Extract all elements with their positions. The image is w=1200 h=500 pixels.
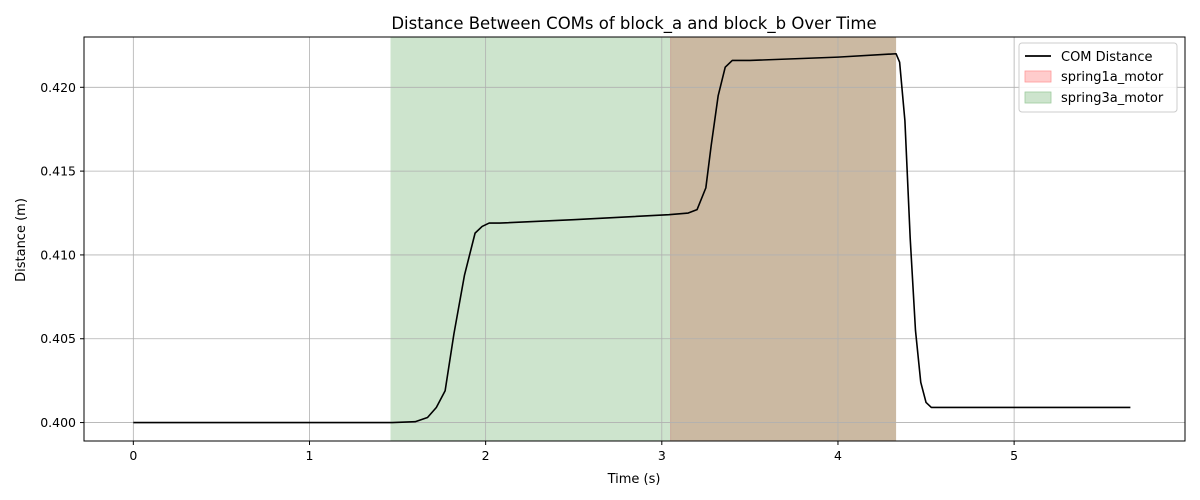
legend-label-com-distance: COM Distance [1061,50,1153,65]
y-tick-label: 0.410 [40,247,76,262]
plot-frame [83,36,1186,442]
x-axis-label: Time (s) [607,472,661,487]
x-tick-label: 5 [1010,448,1018,463]
y-tick-label: 0.420 [40,80,76,95]
legend-swatch-spring3a-motor [1024,91,1052,104]
legend-label-spring1a-motor: spring1a_motor [1061,70,1164,85]
legend-box [1018,42,1178,113]
ticks: 0 1 2 3 4 5 0.400 0.405 0.410 0.415 0.420 [40,80,1018,463]
span-overlap [670,37,897,441]
x-tick-label: 3 [658,448,666,463]
line-layer [133,52,1131,424]
series-line-com-distance [133,52,1131,424]
grid [84,37,1185,441]
y-tick-label: 0.415 [40,164,76,179]
x-tick-label: 1 [306,448,314,463]
x-tick-label: 2 [482,448,490,463]
span-layer [390,37,897,441]
legend-label-spring3a-motor: spring3a_motor [1061,91,1164,106]
y-tick-label: 0.400 [40,415,76,430]
chart-title: Distance Between COMs of block_a and blo… [391,14,876,34]
legend-swatch-spring1a-motor [1024,70,1052,83]
x-tick-label: 0 [129,448,137,463]
x-tick-label: 4 [834,448,842,463]
span-spring3a-motor [390,37,671,441]
y-axis-label: Distance (m) [14,198,29,282]
legend: COM Distance spring1a_motor spring3a_motor [1018,42,1178,113]
y-tick-label: 0.405 [40,331,76,346]
